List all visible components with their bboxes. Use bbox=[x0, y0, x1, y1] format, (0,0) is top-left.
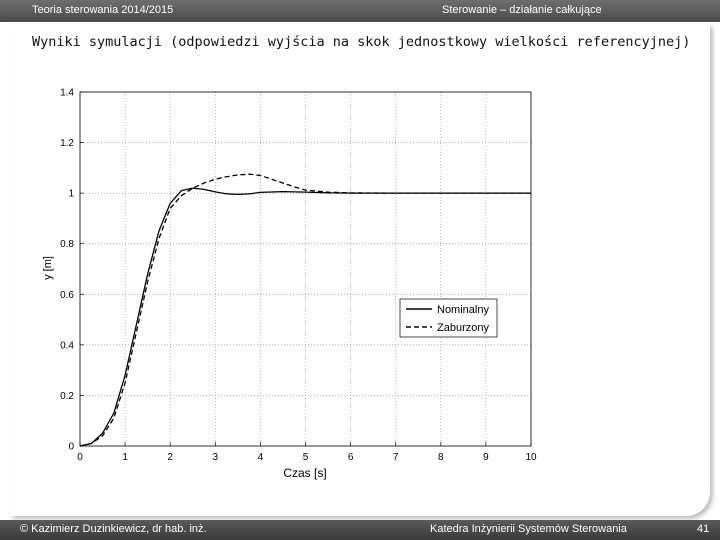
x-tick-label: 4 bbox=[258, 452, 264, 463]
y-tick-label: 1.2 bbox=[60, 138, 74, 149]
section-title: Sterowanie – działanie całkujące bbox=[442, 4, 602, 16]
slide-title: Wyniki symulacji (odpowiedzi wyjścia na … bbox=[32, 34, 691, 50]
x-tick-label: 0 bbox=[77, 452, 83, 463]
y-tick-label: 1.4 bbox=[60, 88, 74, 99]
x-tick-label: 7 bbox=[393, 452, 399, 463]
axis-ticks: 0 1 2 3 4 5 6 7 8 9 10 0 0.2 0.4 0.6 0.8 1 1.2 1.4 bbox=[60, 88, 537, 464]
x-tick-label: 5 bbox=[303, 452, 309, 463]
x-tick-label: 1 bbox=[122, 452, 128, 463]
course-title: Teoria sterowania 2014/2015 bbox=[32, 4, 174, 16]
y-tick-label: 1 bbox=[68, 189, 74, 200]
header-bar: Teoria sterowania 2014/2015 Sterowanie –… bbox=[0, 0, 720, 22]
legend-label-zaburzony: Zaburzony bbox=[437, 322, 489, 334]
x-tick-label: 9 bbox=[483, 452, 489, 463]
x-axis-label: Czas [s] bbox=[283, 466, 326, 480]
y-tick-label: 0.2 bbox=[60, 391, 74, 402]
x-tick-label: 10 bbox=[525, 452, 537, 463]
footer-author: © Kazimierz Duzinkiewicz, dr hab. inż. bbox=[20, 523, 207, 535]
footer-bar: © Kazimierz Duzinkiewicz, dr hab. inż. K… bbox=[0, 520, 720, 540]
y-tick-label: 0.8 bbox=[60, 239, 74, 250]
y-tick-label: 0 bbox=[68, 442, 74, 453]
legend-label-nominalny: Nominalny bbox=[437, 304, 489, 316]
page-number: 41 bbox=[697, 523, 710, 535]
y-tick-label: 0.6 bbox=[60, 290, 74, 301]
x-tick-label: 6 bbox=[348, 452, 354, 463]
legend: Nominalny Zaburzony bbox=[399, 298, 498, 338]
y-tick-label: 0.4 bbox=[60, 340, 74, 351]
x-tick-label: 2 bbox=[167, 452, 173, 463]
series-lines bbox=[79, 173, 531, 447]
y-axis-label: y [m] bbox=[42, 256, 54, 280]
x-tick-label: 8 bbox=[438, 452, 444, 463]
series-line-zaburzony bbox=[79, 173, 531, 447]
footer-department: Katedra Inżynierii Systemów Sterowania bbox=[430, 523, 627, 535]
legend-box bbox=[399, 298, 498, 338]
x-tick-label: 3 bbox=[213, 452, 219, 463]
